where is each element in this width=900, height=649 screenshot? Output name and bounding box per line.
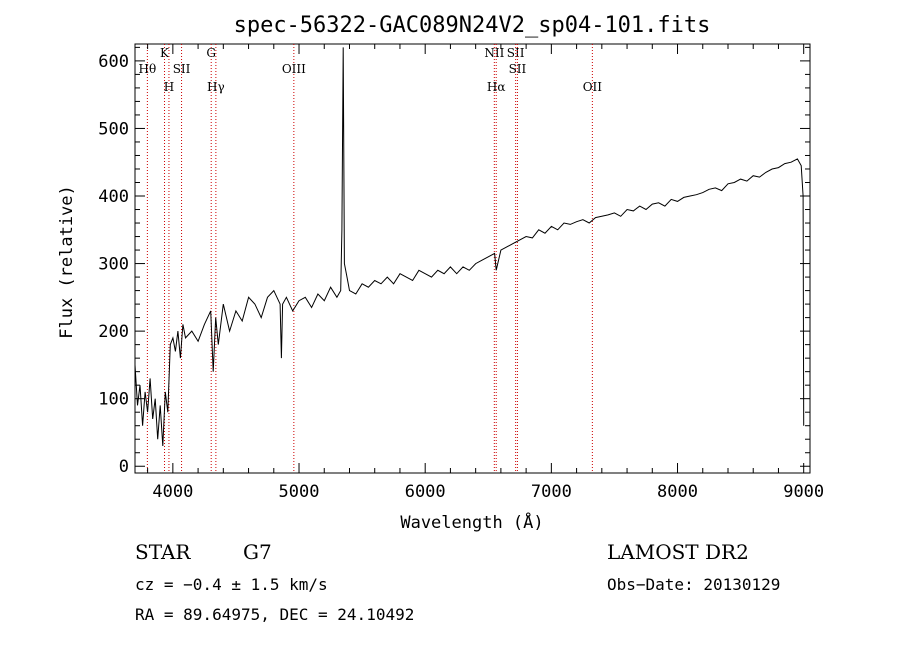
x-tick-label: 5000: [279, 482, 320, 502]
redshift-text: cz = −0.4 ± 1.5 km/s: [135, 575, 328, 594]
line-marker-label: H: [164, 80, 174, 94]
plot-border: [134, 43, 811, 474]
survey-name: LAMOST DR2: [607, 540, 749, 564]
y-axis-label: Flux (relative): [57, 185, 77, 339]
line-marker-label: Hα: [487, 80, 506, 94]
y-tick-label: 400: [98, 187, 129, 207]
line-marker-label: K: [160, 46, 170, 60]
line-marker-label: SII: [509, 62, 527, 76]
star-subclass: G7: [243, 540, 272, 564]
line-marker-label: Hγ: [207, 80, 225, 94]
star-class: STAR: [135, 540, 191, 564]
spectrum-line: [134, 47, 805, 447]
obs-date: Obs−Date: 20130129: [607, 575, 780, 594]
y-tick-label: 300: [98, 255, 129, 275]
chart-title: spec-56322-GAC089N24V2_sp04-101.fits: [234, 13, 711, 38]
axis-ticks: 4000 5000 6000 7000 8000 9000 0 100 200 300 400 500…: [98, 44, 824, 502]
x-tick-label: 4000: [152, 482, 193, 502]
x-tick-label: 9000: [783, 482, 824, 502]
coordinates-text: RA = 89.64975, DEC = 24.10492: [135, 605, 414, 624]
line-marker-label: OII: [583, 80, 603, 94]
line-marker-label: OIII: [282, 62, 306, 76]
plot-frame: [134, 43, 811, 474]
y-tick-label: 200: [98, 322, 129, 342]
line-marker-label: SII: [173, 62, 191, 76]
line-marker-label: NII: [484, 46, 504, 60]
line-marker-label: Hθ: [139, 62, 157, 76]
x-tick-label: 7000: [531, 482, 572, 502]
y-tick-label: 0: [119, 457, 129, 477]
x-tick-label: 6000: [405, 482, 446, 502]
line-marker-label: SII: [507, 46, 525, 60]
x-axis-label: Wavelength (Å): [400, 511, 543, 533]
y-tick-label: 600: [98, 52, 129, 72]
y-tick-label: 500: [98, 119, 129, 139]
x-tick-label: 8000: [657, 482, 698, 502]
y-tick-label: 100: [98, 390, 129, 410]
line-marker-label: G: [206, 46, 216, 60]
spectrum-series: [134, 47, 805, 447]
